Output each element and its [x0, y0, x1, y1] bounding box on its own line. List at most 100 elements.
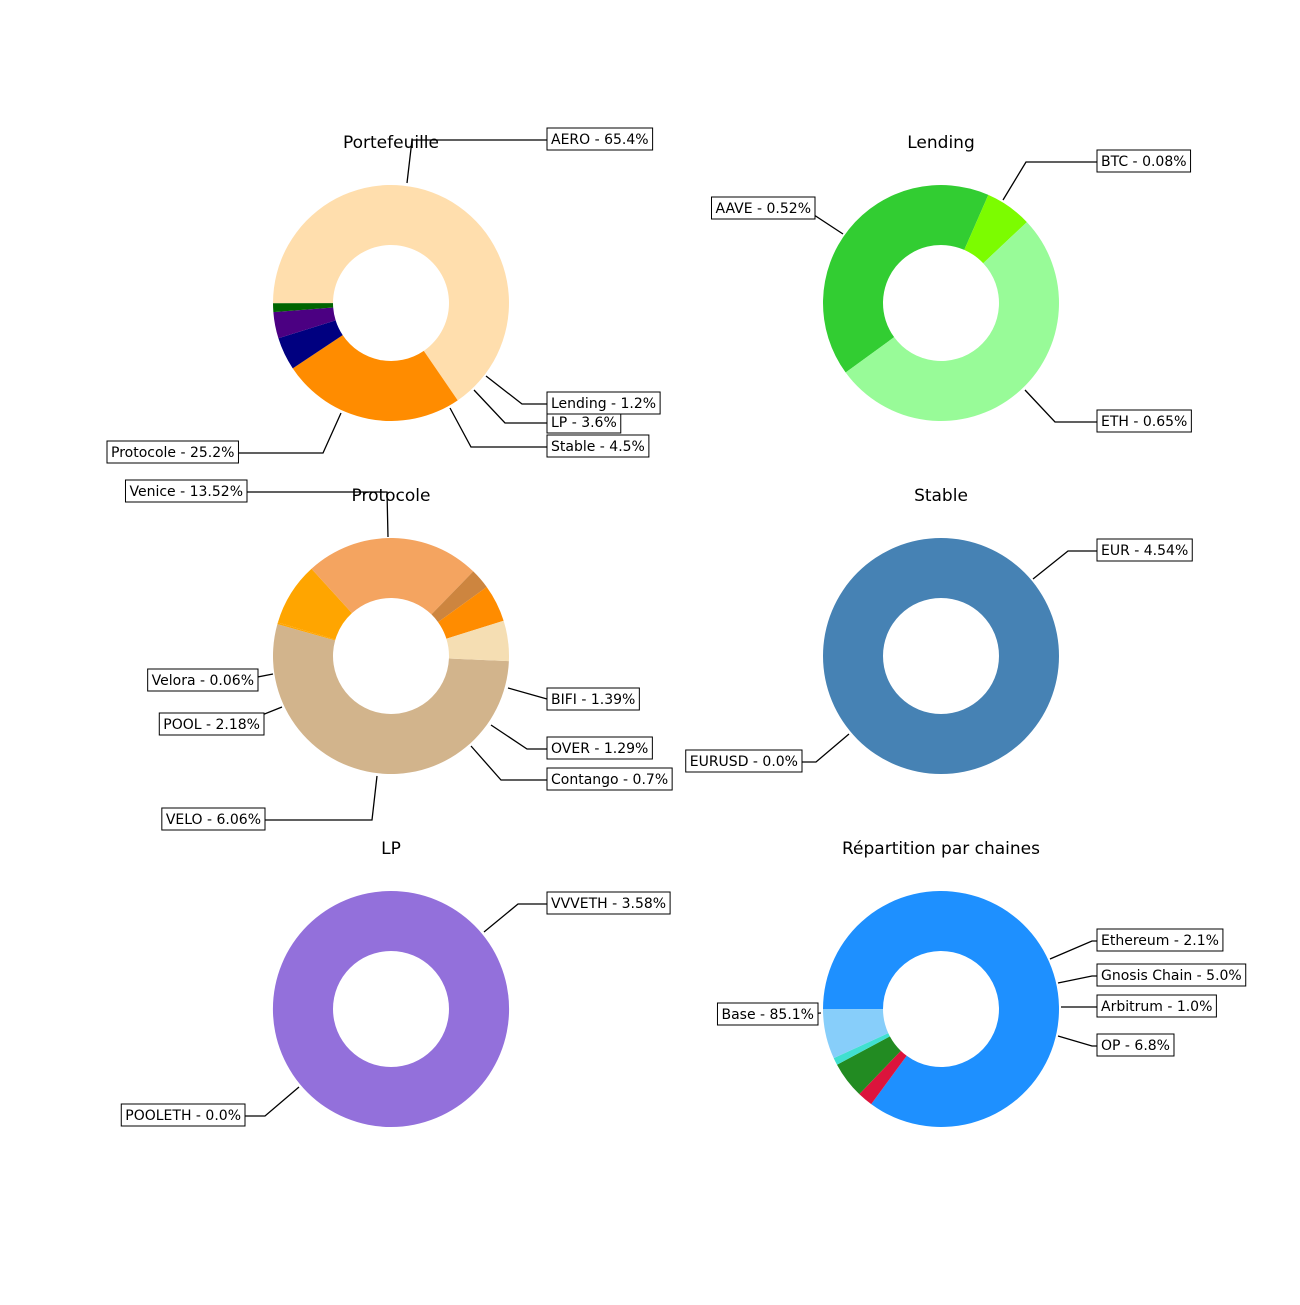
label-box-eur [1096, 538, 1193, 562]
label-box-gnosis-chain [1096, 963, 1247, 987]
slice-label-gnosis-chain: Gnosis Chain - 5.0% [1101, 968, 1242, 984]
slice-label-contango: Contango - 0.7% [551, 772, 668, 788]
leader-line-ethereum [1049, 940, 1097, 960]
label-box-bifi [546, 687, 640, 711]
chart-title: Portefeuille [343, 133, 439, 153]
slice-label-lending: Lending - 1.2% [551, 396, 656, 412]
donut-panel-r-partition-par-chaines: Répartition par chaines Base - 85.1% Ether… [716, 839, 1247, 1128]
slice-label-velora: Velora - 0.06% [152, 673, 254, 689]
donut-panel-portefeuille: Portefeuille AERO - 65.4% Protocole - 25.2… [106, 127, 661, 464]
slice-over [438, 586, 504, 639]
slice-label-op: OP - 6.8% [1101, 1038, 1170, 1054]
leader-line-protocole [238, 412, 342, 454]
slice-label-protocole: Protocole - 25.2% [111, 445, 234, 461]
label-box-velo [161, 807, 266, 831]
chart-title: Lending [907, 133, 975, 153]
donut-panel-lending: Lending AAVE - 0.52% BTC - 0.08% ETH - 0.65… [711, 133, 1192, 433]
label-box-pool [158, 712, 265, 736]
leader-line-velo [265, 775, 378, 821]
slice-protocole [292, 335, 458, 421]
label-box-arbitrum [1096, 994, 1217, 1018]
leader-line-pooleth [245, 1086, 300, 1117]
slice-lending [273, 303, 334, 313]
slice-btc [964, 194, 1027, 264]
label-box-protocole [106, 440, 239, 464]
leader-line-stable [449, 407, 547, 448]
leader-line-contango [470, 745, 547, 781]
slice-label-vvveth: VVVETH - 3.58% [551, 896, 666, 912]
leader-line-aero [406, 139, 547, 184]
slice-label-aave: AAVE - 0.52% [716, 201, 812, 217]
chart-title: Stable [914, 486, 968, 506]
label-box-over [546, 736, 653, 760]
slice-label-eur: EUR - 4.54% [1101, 543, 1188, 559]
label-box-stable [546, 434, 650, 458]
slice-contango [431, 571, 487, 623]
leader-line-eurusd [802, 733, 850, 763]
slice-velo [311, 538, 474, 615]
leader-line-lending [485, 375, 547, 405]
slice-eur [823, 538, 1059, 774]
slice-label-pooleth: POOLETH - 0.0% [125, 1108, 241, 1124]
slice-bifi [446, 620, 509, 662]
leader-line-op [1057, 1035, 1097, 1047]
slice-label-eurusd: EURUSD - 0.0% [690, 754, 798, 770]
label-box-base [716, 1002, 819, 1026]
slice-op [823, 1009, 889, 1059]
slice-stable [278, 320, 343, 369]
slice-label-btc: BTC - 0.08% [1101, 154, 1187, 170]
slice-arbitrum [833, 1033, 890, 1065]
slice-label-venice: Venice - 13.52% [129, 484, 243, 500]
label-box-velora [147, 668, 259, 692]
chart-title: Protocole [352, 486, 431, 506]
label-box-btc [1096, 149, 1192, 173]
slice-label-bifi: BIFI - 1.39% [551, 692, 635, 708]
leader-line-eur [1032, 550, 1097, 580]
label-box-lending [546, 391, 661, 415]
slice-aave [823, 185, 989, 373]
slice-aero [273, 184, 509, 401]
slice-label-ethereum: Ethereum - 2.1% [1101, 933, 1219, 949]
label-box-ethereum [1096, 928, 1224, 952]
leader-line-btc [1002, 161, 1097, 201]
label-box-contango [546, 767, 673, 791]
label-box-vvveth [546, 891, 671, 915]
leader-line-bifi [507, 687, 548, 700]
slice-label-base: Base - 85.1% [721, 1007, 814, 1023]
label-box-aave [711, 196, 816, 220]
label-box-eth [1096, 409, 1192, 433]
leader-line-vvveth [483, 903, 547, 933]
label-box-pooleth [120, 1103, 246, 1127]
slice-label-arbitrum: Arbitrum - 1.0% [1101, 999, 1212, 1015]
slice-vvveth [272, 890, 510, 1128]
donut-panel-protocole: Protocole Venice - 13.52% Velora - 0.06% PO… [124, 479, 673, 831]
leader-line-gnosis-chain [1057, 975, 1097, 984]
chart-title: LP [381, 839, 401, 859]
slice-ethereum [859, 1050, 907, 1105]
slice-venice [273, 624, 509, 774]
chart-title: Répartition par chaines [842, 839, 1040, 859]
leader-line-over [490, 724, 547, 750]
slice-label-pool: POOL - 2.18% [163, 717, 260, 733]
label-box-eurusd [685, 749, 803, 773]
slice-eth [845, 222, 1060, 422]
slice-label-aero: AERO - 65.4% [551, 132, 649, 148]
slice-gnosis-chain [836, 1036, 901, 1095]
slice-lp [273, 307, 336, 339]
slice-velora [277, 622, 336, 641]
leader-line-lp [473, 389, 547, 424]
label-box-op [1096, 1033, 1175, 1057]
donut-panel-stable: Stable EUR - 4.54% EURUSD - 0.0% [685, 486, 1193, 774]
leader-line-eth [1024, 389, 1097, 423]
slice-pool [277, 568, 352, 640]
leader-line-venice [247, 491, 389, 538]
slice-base [823, 891, 1059, 1128]
label-box-aero [546, 127, 654, 151]
slice-label-eth: ETH - 0.65% [1101, 414, 1187, 430]
slice-label-velo: VELO - 6.06% [166, 812, 261, 828]
slice-label-lp: LP - 3.6% [551, 415, 617, 431]
label-box-venice [124, 479, 248, 503]
slice-label-over: OVER - 1.29% [551, 741, 648, 757]
